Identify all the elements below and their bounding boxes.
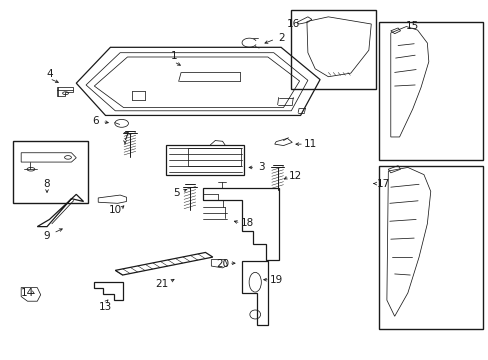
Text: 9: 9	[43, 231, 50, 240]
Text: 15: 15	[405, 21, 419, 31]
Text: 18: 18	[240, 218, 253, 228]
Text: 1: 1	[170, 51, 177, 61]
Text: 14: 14	[21, 288, 34, 298]
Text: 19: 19	[269, 275, 282, 285]
Text: 10: 10	[108, 206, 122, 216]
Text: 8: 8	[43, 179, 50, 189]
Text: 16: 16	[286, 19, 299, 29]
Bar	[378, 166, 483, 329]
Text: 11: 11	[303, 139, 316, 149]
Bar	[378, 22, 483, 160]
Text: 7: 7	[122, 132, 128, 142]
Text: 6: 6	[92, 116, 99, 126]
Text: 12: 12	[288, 171, 302, 181]
Text: 5: 5	[173, 188, 179, 198]
Text: 4: 4	[46, 69, 53, 79]
Text: 2: 2	[277, 33, 284, 43]
Text: 13: 13	[99, 302, 112, 312]
Text: 21: 21	[155, 279, 168, 289]
Text: 17: 17	[376, 179, 389, 189]
Text: 20: 20	[216, 259, 229, 269]
Bar	[13, 140, 88, 203]
Text: 3: 3	[258, 162, 264, 172]
Bar	[290, 10, 375, 89]
